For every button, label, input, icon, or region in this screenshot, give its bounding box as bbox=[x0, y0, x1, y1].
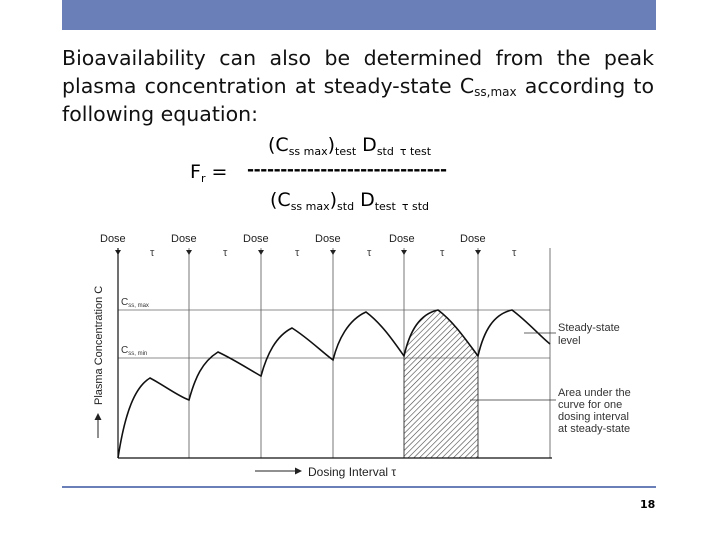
y-axis-label: Plasma Concentration C bbox=[93, 286, 105, 405]
tau-label: τ bbox=[512, 247, 517, 259]
equation-numerator: (Css max)test Dstd τ test bbox=[268, 134, 432, 158]
dose-lines bbox=[117, 248, 551, 458]
equation-denominator: (Css max)std Dtest τ std bbox=[270, 189, 429, 213]
css-max-label: Css, max bbox=[121, 297, 149, 309]
equation-lhs: Fr = bbox=[190, 161, 228, 185]
tau-label: τ bbox=[150, 247, 155, 259]
tau-label: τ bbox=[367, 247, 372, 259]
dose-label: Dose bbox=[389, 233, 415, 245]
footer-rule bbox=[62, 486, 656, 488]
steady-state-auc-area bbox=[403, 309, 479, 459]
css-min-label: Css, min bbox=[121, 345, 147, 357]
page-number: 18 bbox=[640, 498, 656, 511]
concentration-curve bbox=[117, 309, 551, 459]
area-note: Area under the curve for one dosing inte… bbox=[558, 387, 634, 435]
dose-label: Dose bbox=[100, 233, 126, 245]
dose-label: Dose bbox=[243, 233, 269, 245]
dose-label: Dose bbox=[315, 233, 341, 245]
x-axis-label: Dosing Interval τ bbox=[308, 465, 396, 479]
header-bar bbox=[62, 0, 656, 30]
tau-label: τ bbox=[223, 247, 228, 259]
steady-state-note: Steady-state level bbox=[558, 322, 623, 347]
equation-fraction-bar: ------------------------------ bbox=[247, 160, 447, 180]
tau-label: τ bbox=[440, 247, 445, 259]
dose-label: Dose bbox=[171, 233, 197, 245]
dose-label: Dose bbox=[460, 233, 486, 245]
tau-label: τ bbox=[295, 247, 300, 259]
body-paragraph: Bioavailability can also be determined f… bbox=[62, 46, 654, 126]
